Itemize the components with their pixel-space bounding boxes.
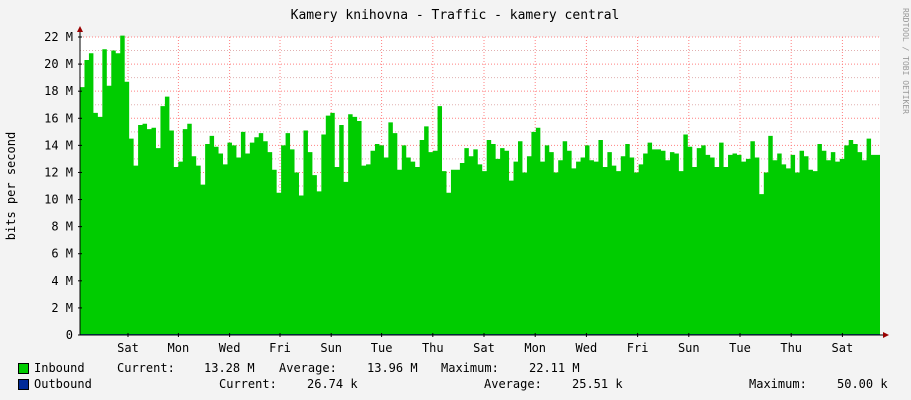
outbound-average-value: 25.51 k (572, 377, 623, 391)
y-tick-label: 0 (66, 328, 73, 342)
inbound-label: Inbound (34, 361, 85, 375)
x-tick-label: Thu (422, 341, 444, 355)
x-tick-label: Thu (780, 341, 802, 355)
x-tick-labels: Sat Mon Wed Fri Sun Tue Thu Sat Mon Wed Fri Sun Tue T… (117, 341, 853, 355)
inbound-average-label: Average: (279, 361, 337, 375)
x-axis-arrow (883, 332, 889, 338)
x-tick-label: Sat (117, 341, 139, 355)
y-tick-label: 16 M (44, 111, 73, 125)
outbound-current-value: 26.74 k (307, 377, 358, 391)
y-tick-label: 22 M (44, 30, 73, 44)
x-tick-label: Mon (524, 341, 546, 355)
outbound-label: Outbound (34, 377, 92, 391)
x-tick-label: Sun (678, 341, 700, 355)
x-tick-label: Fri (269, 341, 291, 355)
outbound-maximum-value: 50.00 k (837, 377, 888, 391)
x-tick-label: Wed (219, 341, 241, 355)
inbound-maximum-value: 22.11 M (529, 361, 580, 375)
y-tick-label: 12 M (44, 165, 73, 179)
x-tick-label: Wed (576, 341, 598, 355)
y-axis-label: bits per second (4, 132, 18, 240)
x-tick-label: Tue (371, 341, 393, 355)
outbound-average-label: Average: (484, 377, 542, 391)
axes (77, 26, 889, 338)
y-tick-label: 18 M (44, 84, 73, 98)
y-tick-label: 6 M (51, 247, 73, 261)
legend-row-inbound: Inbound Current: 13.28 M Average: 13.96 … (0, 360, 911, 376)
legend: Inbound Current: 13.28 M Average: 13.96 … (0, 360, 911, 400)
outbound-current-label: Current: (219, 377, 277, 391)
inbound-average-value: 13.96 M (367, 361, 418, 375)
y-tick-label: 4 M (51, 274, 73, 288)
x-tick-label: Sat (832, 341, 854, 355)
inbound-maximum-label: Maximum: (441, 361, 499, 375)
y-tick-label: 10 M (44, 193, 73, 207)
y-tick-labels: 0 2 M 4 M 6 M 8 M 10 M 12 M 14 M 16 M 18 M 20 M 22 … (44, 30, 73, 342)
legend-row-outbound: Outbound Current: 26.74 k Average: 25.51… (0, 376, 911, 392)
chart-title: Kamery knihovna - Traffic - kamery centr… (291, 8, 620, 23)
inbound-series (80, 35, 880, 336)
x-tick-label: Sat (473, 341, 495, 355)
inbound-swatch (18, 363, 29, 374)
rrdtool-watermark: RRDTOOL / TOBI OETIKER (901, 8, 910, 114)
y-tick-label: 2 M (51, 301, 73, 315)
inbound-current-value: 13.28 M (204, 361, 255, 375)
y-tick-label: 20 M (44, 57, 73, 71)
x-tick-label: Fri (627, 341, 649, 355)
outbound-maximum-label: Maximum: (749, 377, 807, 391)
y-tick-label: 14 M (44, 138, 73, 152)
inbound-current-label: Current: (117, 361, 175, 375)
y-axis-arrow (77, 26, 83, 32)
x-tick-label: Mon (168, 341, 190, 355)
x-tick-label: Tue (729, 341, 751, 355)
x-tick-label: Sun (320, 341, 342, 355)
y-tick-label: 8 M (51, 220, 73, 234)
outbound-swatch (18, 379, 29, 390)
